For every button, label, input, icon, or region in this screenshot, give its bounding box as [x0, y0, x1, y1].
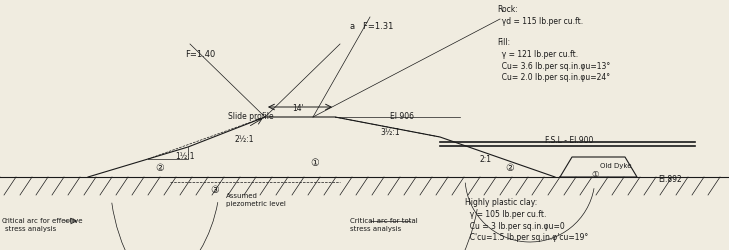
Text: Critical arc for total
stress analysis: Critical arc for total stress analysis [350, 217, 418, 231]
Text: 3½:1: 3½:1 [380, 128, 399, 136]
Text: C: C [2, 217, 7, 223]
Text: ③: ③ [211, 184, 219, 194]
Text: a   F=1.31: a F=1.31 [350, 22, 394, 31]
Text: El 906: El 906 [390, 112, 414, 120]
Text: ②: ② [155, 162, 164, 172]
Text: ①: ① [311, 157, 319, 167]
Text: 2:1: 2:1 [480, 154, 492, 163]
Text: ②: ② [506, 162, 515, 172]
Text: Fill:
  γ = 121 lb.per cu.ft.
  Cu= 3.6 lb.per sq.in.φu=13°
  Cu= 2.0 lb.per sq.: Fill: γ = 121 lb.per cu.ft. Cu= 3.6 lb.p… [497, 38, 610, 82]
Text: Rock:
  γd = 115 lb.per cu.ft.: Rock: γd = 115 lb.per cu.ft. [497, 5, 583, 26]
Text: El.892: El.892 [658, 174, 682, 183]
Text: Slide profile: Slide profile [228, 112, 273, 120]
Text: 1½:1: 1½:1 [175, 152, 195, 160]
Text: Highly plastic clay:
  γ = 105 lb.per cu.ft.
  Cu = 3 lb.per sq.in.φu=0
  C'cu=1: Highly plastic clay: γ = 105 lb.per cu.f… [465, 197, 588, 242]
Text: 2½:1: 2½:1 [235, 134, 254, 143]
Text: F=1.40: F=1.40 [185, 50, 215, 59]
Text: ritical arc for effective
stress analysis: ritical arc for effective stress analysi… [5, 217, 82, 231]
Text: Old Dyke: Old Dyke [600, 162, 631, 168]
Text: ①: ① [591, 169, 599, 178]
Text: 14': 14' [292, 104, 304, 112]
Text: Assumed
piezometric level: Assumed piezometric level [226, 192, 286, 206]
Text: F.S.L - El.900: F.S.L - El.900 [545, 136, 593, 144]
